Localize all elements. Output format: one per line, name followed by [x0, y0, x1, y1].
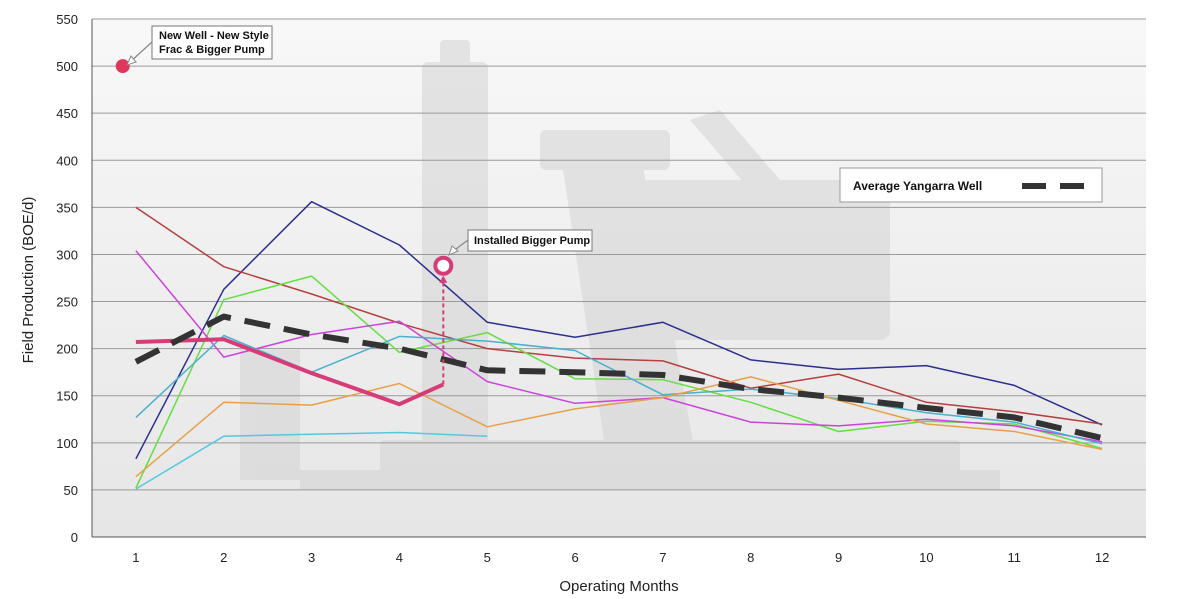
callout-new-well-line-1: New Well - New Style [159, 30, 269, 42]
series-line-1 [135, 206, 1103, 425]
x-tick-label: 10 [919, 550, 933, 565]
y-tick-label: 550 [56, 12, 78, 27]
grid-lines [92, 18, 1146, 491]
series-line-0 [135, 200, 1103, 460]
callout-bigger-pump: Installed Bigger Pump [448, 229, 593, 256]
x-tick-label: 11 [1008, 550, 1022, 565]
pump-marker-arrowhead [439, 275, 448, 283]
x-tick-label: 2 [220, 550, 227, 565]
callout-bigger-pump-arrowhead [448, 245, 459, 256]
legend: Average Yangarra Well [839, 167, 1103, 203]
y-tick-label: 500 [56, 59, 78, 74]
series-line-7 [135, 337, 445, 407]
series-lines [134, 200, 1103, 490]
y-tick-label: 100 [56, 436, 78, 451]
legend-label: Average Yangarra Well [853, 179, 982, 193]
y-axis-title: Field Production (BOE/d) [20, 197, 37, 364]
y-tick-label: 300 [56, 247, 78, 262]
series-line-8 [134, 313, 1103, 442]
legend-box [839, 167, 1103, 203]
pumpjack-watermark [240, 40, 1000, 490]
y-tick-label: 350 [56, 200, 78, 215]
y-tick-label: 50 [64, 483, 78, 498]
pump-marker-ring [433, 255, 454, 276]
new-well-point [115, 59, 130, 74]
y-tick-label: 200 [56, 342, 78, 357]
y-tick-label: 450 [56, 106, 78, 121]
callout-new-well-line-2: Frac & Bigger Pump [159, 44, 265, 56]
y-tick-label: 150 [56, 389, 78, 404]
x-tick-label: 3 [308, 550, 315, 565]
x-axis-title: Operating Months [559, 578, 678, 595]
callout-new-well-arrowhead [126, 55, 137, 66]
y-tick-label: 0 [71, 530, 78, 545]
markers [115, 59, 454, 385]
x-tick-label: 5 [484, 550, 491, 565]
callout-bigger-pump-text: Installed Bigger Pump [474, 235, 590, 247]
x-tick-label: 7 [659, 550, 666, 565]
y-tick-label: 400 [56, 153, 78, 168]
series-line-6 [135, 431, 488, 490]
callout-new-well-box [151, 25, 273, 60]
series-line-2 [135, 275, 1103, 489]
x-tick-labels: 1 2 3 4 5 6 7 8 9 10 11 12 [132, 550, 1109, 565]
x-tick-label: 8 [747, 550, 754, 565]
x-tick-label: 1 [132, 550, 139, 565]
x-tick-label: 12 [1095, 550, 1109, 565]
x-tick-label: 6 [571, 550, 578, 565]
axes [91, 19, 1146, 538]
series-line-5 [135, 376, 1103, 478]
callout-new-well: New Well - New Style Frac & Bigger Pump [126, 25, 273, 66]
x-tick-label: 4 [396, 550, 403, 565]
y-tick-label: 250 [56, 295, 78, 310]
x-tick-label: 9 [835, 550, 842, 565]
y-tick-labels: 0 50 100 150 200 250 300 350 400 450 500 550 [56, 12, 78, 545]
series-line-3 [135, 250, 1103, 443]
